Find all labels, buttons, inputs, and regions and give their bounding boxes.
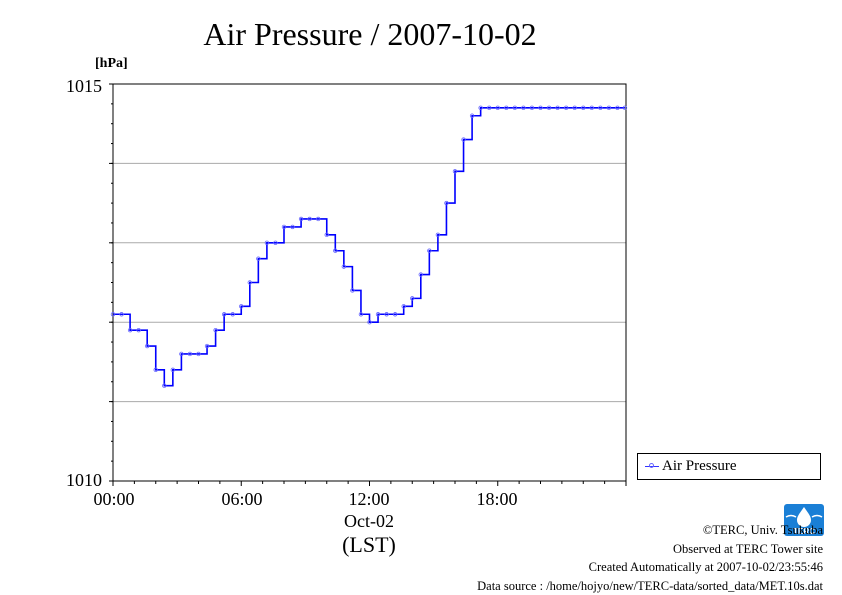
data-point [196,351,201,357]
x-tick-label-1200: 12:00 [348,489,390,509]
data-point [316,216,321,222]
data-point [461,137,466,142]
data-point [333,248,338,253]
data-point [324,232,329,238]
data-point [290,224,295,230]
data-point [239,304,244,309]
data-point [435,232,441,238]
data-point [427,248,432,253]
data-point [546,105,552,111]
data-point [221,312,227,317]
data-point [256,256,261,261]
credit-source: Data source : /home/hojyo/new/TERC-data/… [477,578,823,593]
data-point [555,105,560,111]
data-point [622,105,628,111]
data-point [247,280,252,285]
data-point [504,105,509,111]
data-point [358,312,364,317]
data-point [615,105,620,111]
axis-ticks [109,83,627,486]
data-point [538,105,543,111]
data-point [521,105,526,111]
data-point [281,224,287,230]
logo-text: TERC [793,527,815,536]
grid-lines [113,162,626,403]
data-point [110,312,116,317]
data-point [529,105,535,111]
data-point [495,105,500,111]
terc-logo-icon: TERC [784,504,824,536]
data-point [153,367,158,373]
x-tick-label-0600: 06:00 [221,489,263,509]
y-tick-label-top: 1015 [66,76,102,96]
data-point [512,105,518,111]
data-point [478,105,483,111]
legend: Air Pressure [637,453,821,480]
data-point [213,327,218,333]
data-point [127,327,133,333]
credits-block: ©TERC, Univ. Tsukuba Observed at TERC To… [477,521,823,595]
data-point [444,200,449,206]
data-point [581,105,586,111]
data-point [572,105,577,111]
plot-frame [112,83,627,482]
data-point [273,240,278,245]
legend-marker-icon [649,463,654,468]
data-point [469,113,475,118]
data-point [170,367,176,373]
x-axis-title: (LST) [342,532,396,557]
data-point [136,327,141,333]
chart-title: Air Pressure / 2007-10-02 [203,16,537,52]
series-line-0 [113,107,625,387]
data-point [341,264,347,269]
data-point [598,105,603,111]
data-point [204,343,210,349]
data-point [392,312,398,317]
data-point [487,105,492,111]
data-point [230,312,235,317]
y-tick-label-bottom: 1010 [66,470,102,490]
data-point [298,216,304,222]
data-point [144,343,150,349]
data-point [179,351,184,357]
data-point [401,304,406,309]
data-point [375,312,381,317]
data-point [384,312,389,317]
data-point [589,105,594,111]
y-axis-unit: [hPa] [95,56,128,71]
credit-site: Observed at TERC Tower site [672,541,823,556]
data-point [119,312,124,317]
x-tick-label-1800: 18:00 [476,489,518,509]
data-point [452,169,458,174]
data-point [606,105,612,111]
legend-label-air-pressure: Air Pressure [662,458,737,474]
data-point [264,240,270,245]
data-point [187,351,193,357]
data-point [563,105,569,111]
series-air-pressure [110,105,628,388]
data-point [307,216,312,222]
credit-copyright: ©TERC, Univ. Tsukuba [702,523,823,537]
x-axis-date-label: Oct-02 [344,511,394,531]
x-tick-label-0000: 00:00 [93,489,135,509]
data-point [367,320,372,325]
data-point [410,296,415,301]
data-point [418,272,423,277]
data-point [350,288,355,293]
data-point [162,383,167,388]
credit-created: Created Automatically at 2007-10-02/23:5… [588,560,823,574]
